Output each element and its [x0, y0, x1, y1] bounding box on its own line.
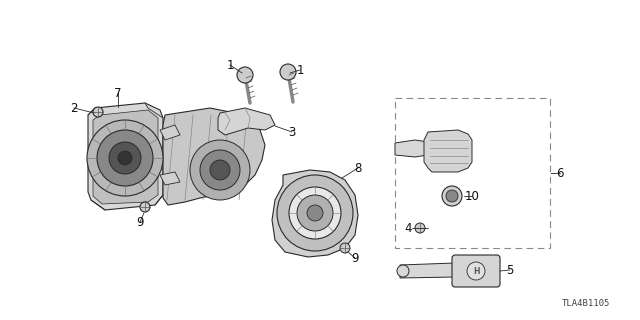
Bar: [395, 98, 550, 248]
Circle shape: [237, 67, 253, 83]
Polygon shape: [395, 140, 435, 157]
Circle shape: [297, 195, 333, 231]
Polygon shape: [163, 108, 265, 205]
Circle shape: [277, 175, 353, 251]
Circle shape: [190, 140, 250, 200]
Text: TLA4B1105: TLA4B1105: [562, 299, 610, 308]
Text: 10: 10: [465, 189, 479, 203]
Circle shape: [210, 160, 230, 180]
Circle shape: [397, 265, 409, 277]
Polygon shape: [93, 110, 158, 204]
Circle shape: [446, 190, 458, 202]
Polygon shape: [160, 125, 180, 140]
Circle shape: [118, 151, 132, 165]
Polygon shape: [218, 108, 275, 135]
Circle shape: [307, 205, 323, 221]
Text: 9: 9: [351, 252, 359, 265]
Polygon shape: [272, 170, 358, 257]
Polygon shape: [160, 172, 180, 185]
Polygon shape: [88, 103, 163, 210]
Polygon shape: [400, 263, 455, 278]
Text: H: H: [473, 267, 479, 276]
Circle shape: [140, 202, 150, 212]
Text: 1: 1: [227, 59, 234, 71]
Text: 4: 4: [404, 221, 412, 235]
Circle shape: [97, 130, 153, 186]
Circle shape: [87, 120, 163, 196]
Circle shape: [280, 64, 296, 80]
Circle shape: [109, 142, 141, 174]
Circle shape: [467, 262, 485, 280]
Text: 5: 5: [506, 263, 514, 276]
Text: 3: 3: [288, 125, 296, 139]
Circle shape: [93, 107, 103, 117]
Text: 7: 7: [115, 86, 122, 100]
Text: 9: 9: [136, 215, 144, 228]
Circle shape: [442, 186, 462, 206]
Text: 1: 1: [296, 63, 304, 76]
Text: 8: 8: [355, 162, 362, 174]
Text: 6: 6: [556, 166, 564, 180]
Circle shape: [200, 150, 240, 190]
Circle shape: [340, 243, 350, 253]
FancyBboxPatch shape: [452, 255, 500, 287]
Polygon shape: [424, 130, 472, 172]
Circle shape: [415, 223, 425, 233]
Circle shape: [289, 187, 341, 239]
Text: 2: 2: [70, 101, 77, 115]
